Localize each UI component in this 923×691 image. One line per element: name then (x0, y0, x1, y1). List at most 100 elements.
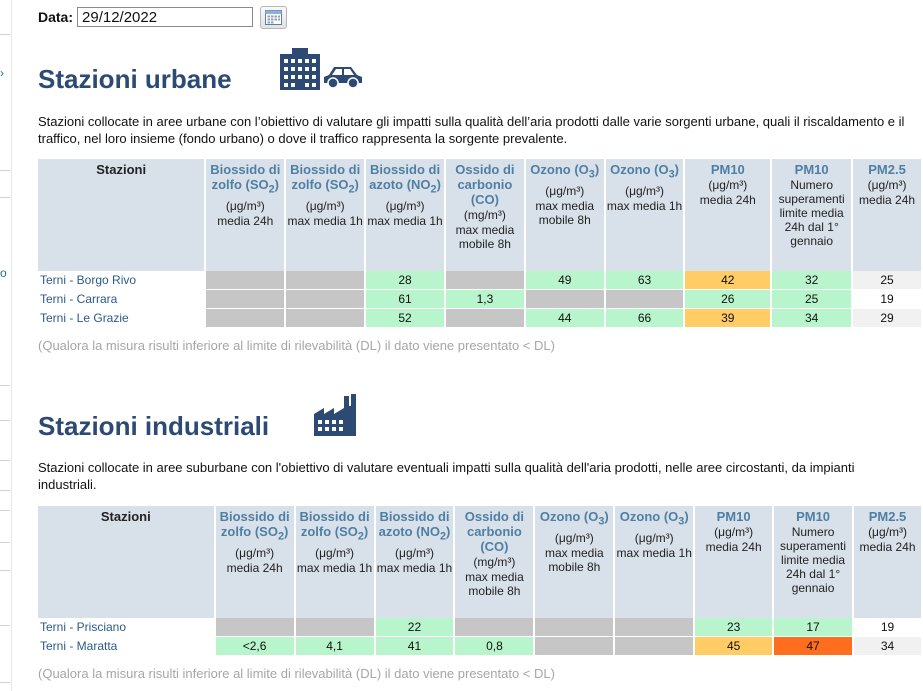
pollutant-name: Biossido di azoto (NO2) (369, 162, 441, 196)
unit-label: (mg/m³) (473, 555, 516, 569)
urban-description: Stazioni collocate in aree urbane con l’… (38, 114, 905, 146)
measurement-cell (285, 271, 367, 290)
measurement-cell: 32 (771, 271, 854, 290)
measurement-cell: 49 (524, 271, 606, 290)
pollutant-name: Ossido di carbonio (CO) (455, 162, 515, 207)
measurement-cell: 52 (365, 308, 446, 328)
station-link[interactable]: Terni - Le Grazie (38, 308, 207, 328)
urban-stations-table: Stazioni Biossido di zolfo (SO2) (μg/m³) me… (38, 159, 923, 328)
urban-section-title: Stazioni urbane (38, 64, 232, 94)
unit-label: (μg/m³) (868, 525, 907, 539)
industrial-icons (313, 394, 357, 439)
unit-label: (mg/m³) (463, 208, 506, 222)
aggregation-label: max media 1h (296, 560, 373, 575)
column-header: Ozono (O3) (μg/m³) max media mobile 8h (534, 506, 616, 618)
unit-label: (μg/m³) (634, 530, 674, 545)
aggregation-label: max media mobile 8h (455, 223, 515, 251)
unit-label: (μg/m³) (305, 198, 345, 213)
station-link[interactable]: Terni - Borgo Rivo (38, 271, 207, 290)
building-icon (280, 48, 320, 90)
column-header: Ozono (O3) (μg/m³) max media 1h (604, 159, 686, 271)
pollutant-name: Ozono (O3) (610, 162, 679, 181)
pollutant-name: Biossido di azoto (NO2) (378, 509, 451, 543)
measurement-cell (614, 618, 696, 637)
pollutant-name: Ossido di carbonio (CO) (464, 509, 525, 554)
column-header: PM2.5 (μg/m³) media 24h (852, 159, 923, 271)
measurement-cell: 1,3 (444, 289, 526, 309)
measurement-cell (294, 618, 376, 637)
measurement-cell: 47 (773, 636, 855, 656)
aggregation-label: max media 1h (287, 213, 363, 228)
date-input[interactable] (77, 7, 254, 27)
urban-note: (Qualora la misura risulti inferiore al … (38, 338, 555, 353)
pollutant-name: Biossido di zolfo (SO2) (290, 162, 361, 196)
measurement-cell: 22 (374, 618, 456, 637)
measurement-cell: 45 (694, 636, 775, 656)
column-header: PM10 Numero superamenti limite media 24h … (771, 159, 854, 271)
date-picker-row: Data: (38, 5, 288, 29)
column-header-stations: Stazioni (38, 506, 216, 618)
column-header: PM10 (μg/m³) media 24h (694, 506, 775, 618)
column-header: Biossido di zolfo (SO2) (μg/m³) media 24h (214, 506, 296, 618)
measurement-cell (524, 289, 606, 309)
pollutant-name: Ozono (O3) (539, 509, 609, 528)
pollutant-name: Stazioni (100, 509, 151, 524)
measurement-cell: <2,6 (214, 636, 296, 656)
aggregation-label: media 24h (705, 540, 762, 554)
station-row: Terni - Borgo Rivo 28 49 63 42 32 25 (38, 271, 923, 290)
pollutant-name: PM2.5 (868, 509, 907, 524)
pollutant-name: Biossido di zolfo (SO2) (210, 162, 281, 196)
station-link[interactable]: Terni - Maratta (38, 636, 216, 656)
aggregation-label: Numero superamenti limite media 24h dal … (780, 525, 847, 595)
column-header: Ossido di carbonio (CO) (mg/m³) max media … (444, 159, 526, 271)
calendar-button[interactable] (260, 5, 288, 29)
measurement-cell: 28 (365, 271, 446, 290)
pollutant-name: PM10 (716, 509, 751, 524)
column-header: Biossido di azoto (NO2) (μg/m³) max media … (374, 506, 456, 618)
measurement-cell (444, 308, 526, 328)
pollutant-name: Biossido di zolfo (SO2) (299, 509, 370, 543)
unit-label: (μg/m³) (708, 178, 748, 192)
station-link[interactable]: Terni - Carrara (38, 289, 207, 309)
aggregation-label: Numero superamenti limite media 24h dal … (778, 178, 845, 248)
column-header: Biossido di zolfo (SO2) (μg/m³) media 24h (205, 159, 287, 271)
measurement-cell (285, 308, 367, 328)
aggregation-label: max media mobile 8h (535, 198, 595, 227)
measurement-cell: 42 (684, 271, 773, 290)
column-header: PM10 Numero superamenti limite media 24h … (773, 506, 855, 618)
measurement-cell: 39 (684, 308, 773, 328)
column-header: PM2.5 (μg/m³) media 24h (853, 506, 923, 618)
pollutant-name: PM10 (794, 162, 829, 177)
measurement-cell (205, 289, 287, 309)
calendar-icon (265, 10, 283, 25)
measurement-cell: 0,8 (454, 636, 536, 656)
pollutant-name: Stazioni (96, 162, 147, 177)
pollutant-name: Ozono (O3) (619, 509, 689, 528)
left-panel-edge: › o (0, 0, 12, 691)
pollutant-name: PM10 (796, 509, 831, 524)
unit-label: (μg/m³) (625, 183, 664, 198)
pollutant-name: Biossido di zolfo (SO2) (219, 509, 290, 543)
industrial-section-title: Stazioni industriali (38, 411, 270, 441)
aggregation-label: media 24h (859, 193, 916, 207)
arrow-icon: › (0, 66, 4, 80)
measurement-cell (444, 271, 526, 290)
column-header: Ozono (O3) (μg/m³) max media 1h (614, 506, 696, 618)
factory-icon (314, 394, 356, 436)
measurement-cell (454, 618, 536, 637)
measurement-cell (285, 289, 367, 309)
measurement-cell: 44 (524, 308, 606, 328)
unit-label: (μg/m³) (395, 545, 434, 560)
date-label: Data: (38, 9, 74, 25)
aggregation-label: media 24h (859, 540, 916, 554)
measurement-cell (534, 636, 616, 656)
measurement-cell: 19 (852, 289, 923, 309)
measurement-cell (205, 271, 287, 290)
column-header: Biossido di zolfo (SO2) (μg/m³) max media … (294, 506, 376, 618)
measurement-cell (205, 308, 287, 328)
station-row: Terni - Prisciano 22 23 17 19 (38, 618, 923, 637)
measurement-cell: 34 (853, 636, 923, 656)
pollutant-name: Ozono (O3) (530, 162, 600, 181)
station-link[interactable]: Terni - Prisciano (38, 618, 216, 637)
measurement-cell: 26 (684, 289, 773, 309)
